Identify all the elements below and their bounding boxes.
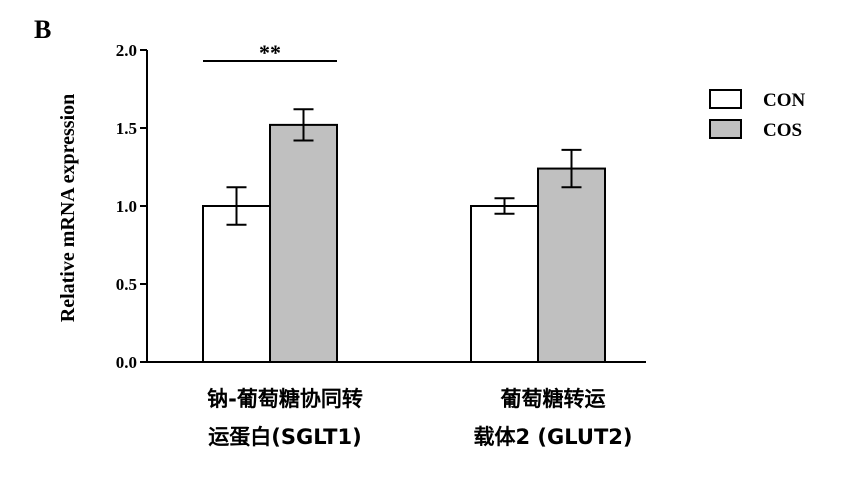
error-bars <box>226 108 582 226</box>
x-category-label: 葡萄糖转运 <box>500 387 606 411</box>
y-axis-label: Relative mRNA expression <box>57 94 79 323</box>
significance-annotations: ** <box>203 40 337 65</box>
panel-label: B <box>34 15 51 44</box>
y-tick-label: 1.5 <box>116 119 137 138</box>
legend-swatch-cos <box>709 119 742 139</box>
bars <box>202 123 606 363</box>
y-tick-label: 2.0 <box>116 41 137 60</box>
legend: CON COS <box>709 89 806 141</box>
legend-swatch-con <box>709 89 742 109</box>
y-tick-label: 1.0 <box>116 197 137 216</box>
bar-con <box>470 205 539 363</box>
x-category-label: 钠-葡萄糖协同转 <box>207 387 363 411</box>
x-category-label: 载体2 (GLUT2) <box>474 425 633 449</box>
legend-label-con: CON <box>763 90 806 111</box>
significance-stars: ** <box>259 40 281 65</box>
bar-cos <box>537 167 606 363</box>
legend-label-cos: COS <box>763 120 802 141</box>
bar-con <box>202 205 271 363</box>
y-tick-label: 0.0 <box>116 353 137 372</box>
y-tick-label: 0.5 <box>116 275 137 294</box>
x-category-label: 运蛋白(SGLT1) <box>208 425 361 449</box>
bar-cos <box>269 123 338 363</box>
